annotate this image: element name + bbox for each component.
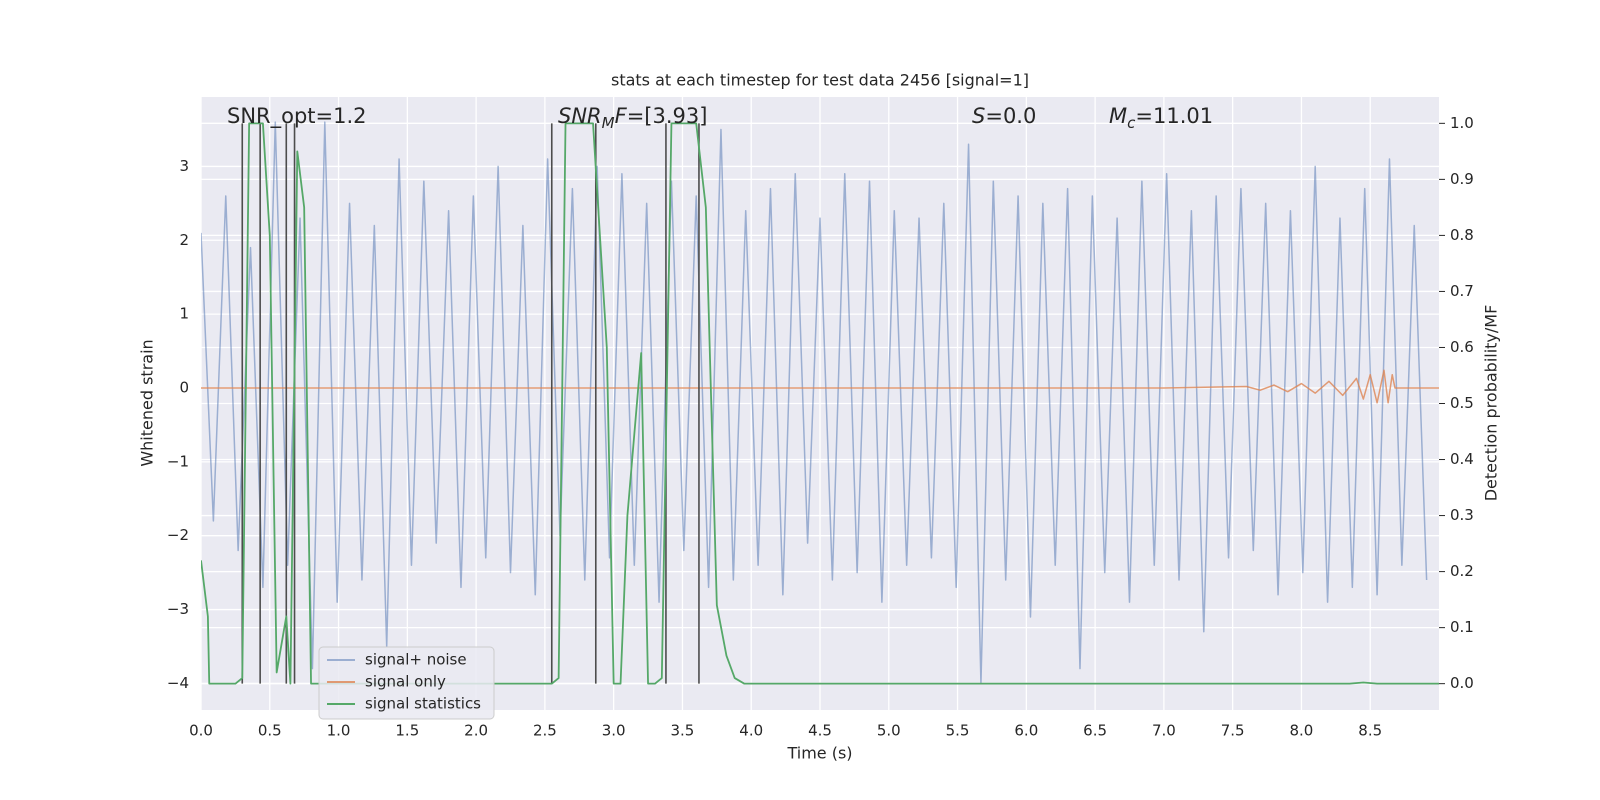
x-tick-label: 7.0 bbox=[1152, 722, 1176, 740]
annotation-part: =0.0 bbox=[985, 104, 1036, 128]
plot-area bbox=[201, 121, 1439, 685]
y2-tick-label: 0.1 bbox=[1450, 618, 1474, 636]
x-tick-label: 3.5 bbox=[671, 722, 695, 740]
annotation: SNRMF=[3.93] bbox=[558, 104, 707, 132]
annotation: S=0.0 bbox=[972, 104, 1036, 128]
y-tick-label: 1 bbox=[179, 305, 189, 323]
x-axis-label: Time (s) bbox=[786, 744, 852, 763]
x-tick-label: 6.5 bbox=[1083, 722, 1107, 740]
annotation-part: =[3.93] bbox=[627, 104, 708, 128]
x-tick-label: 7.5 bbox=[1221, 722, 1245, 740]
y2-tick-label: 0.7 bbox=[1450, 282, 1474, 300]
x-tick-label: 5.0 bbox=[877, 722, 901, 740]
annotation: SNR_opt=1.2 bbox=[227, 104, 367, 129]
series-line bbox=[201, 122, 1439, 685]
x-tick-label: 6.0 bbox=[1014, 722, 1038, 740]
annotation-part: =11.01 bbox=[1135, 104, 1213, 128]
x-tick-label: 1.5 bbox=[395, 722, 419, 740]
annotation-part: S bbox=[972, 104, 985, 128]
annotation-part: SNR_opt=1.2 bbox=[227, 104, 367, 129]
grid bbox=[200, 97, 1439, 710]
y2-tick-label: 0.2 bbox=[1450, 562, 1474, 580]
y-tick-label: 3 bbox=[179, 157, 189, 175]
y2-tick-label: 0.4 bbox=[1450, 450, 1474, 468]
x-tick-label: 8.0 bbox=[1290, 722, 1314, 740]
y-tick-label: −1 bbox=[167, 452, 189, 470]
chart-title: stats at each timestep for test data 245… bbox=[611, 71, 1029, 90]
annotation-part: M bbox=[602, 114, 615, 132]
annotation-part: F bbox=[615, 104, 628, 128]
y2-tick-label: 0.9 bbox=[1450, 170, 1474, 188]
y2-tick-label: 0.0 bbox=[1450, 674, 1474, 692]
legend-label: signal only bbox=[365, 673, 446, 691]
y-tick-label: 0 bbox=[179, 378, 189, 396]
y2-tick-label: 1.0 bbox=[1450, 114, 1474, 132]
x-tick-label: 0.5 bbox=[258, 722, 282, 740]
x-tick-label: 0.0 bbox=[189, 722, 213, 740]
y-axis-label: Whitened strain bbox=[138, 339, 157, 466]
x-tick-label: 2.5 bbox=[533, 722, 557, 740]
x-tick-label: 4.5 bbox=[808, 722, 832, 740]
y2-axis-label: Detection probability/MF bbox=[1482, 305, 1501, 502]
y2-tick-label: 0.6 bbox=[1450, 338, 1474, 356]
y-tick-label: −3 bbox=[167, 600, 189, 618]
annotation-part: SNR bbox=[558, 104, 602, 128]
annotation: Mc=11.01 bbox=[1109, 104, 1213, 132]
series-line bbox=[201, 121, 1428, 685]
annotation-part: M bbox=[1109, 104, 1127, 128]
x-tick-label: 5.5 bbox=[946, 722, 970, 740]
x-tick-label: 4.0 bbox=[739, 722, 763, 740]
x-tick-label: 8.5 bbox=[1358, 722, 1382, 740]
y-tick-label: 2 bbox=[179, 231, 189, 249]
legend-box bbox=[318, 646, 495, 720]
x-tick-label: 2.0 bbox=[464, 722, 488, 740]
x-tick-label: 1.0 bbox=[327, 722, 351, 740]
y-tick-label: −4 bbox=[167, 674, 189, 692]
y2-tick-label: 0.3 bbox=[1450, 506, 1474, 524]
series-line bbox=[201, 369, 1439, 404]
legend-label: signal+ noise bbox=[365, 651, 467, 669]
x-tick-label: 3.0 bbox=[602, 722, 626, 740]
y2-tick-label: 0.8 bbox=[1450, 226, 1474, 244]
legend-label: signal statistics bbox=[365, 695, 481, 713]
y-tick-label: −2 bbox=[167, 526, 189, 544]
annotation-part: c bbox=[1127, 114, 1136, 132]
y2-tick-label: 0.5 bbox=[1450, 394, 1474, 412]
legend: signal+ noise signal only signal statistic… bbox=[318, 646, 495, 720]
